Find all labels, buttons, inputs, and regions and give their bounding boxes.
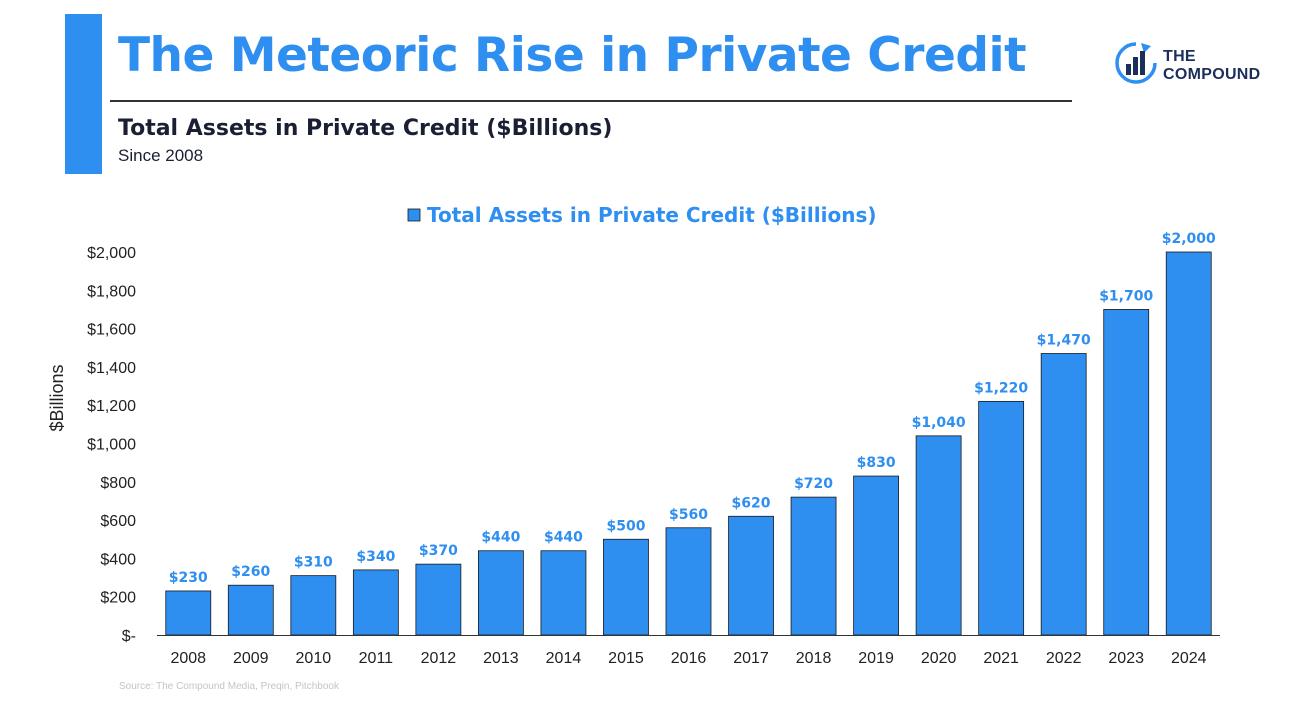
bar [352,569,399,636]
x-tick-label: 2023 [1108,650,1144,667]
bar [227,584,274,636]
bar [478,550,524,636]
bar [165,590,212,636]
data-label: $230 [169,570,208,586]
brand-logo: THE COMPOUND [1113,40,1273,90]
bar [1040,353,1087,636]
bar [1165,251,1212,636]
y-tick-label: $600 [100,513,136,530]
data-label: $440 [544,530,583,546]
y-tick-label: $2,000 [87,245,136,262]
data-label: $1,700 [1099,288,1153,304]
data-label: $260 [231,564,270,580]
data-labels: $230 $260 $310 $340 $370 $440 $440 $500 $560 $620… [169,231,1216,586]
data-label: $370 [419,543,458,559]
legend-swatch [407,208,421,222]
data-label: $500 [606,518,645,534]
data-label: $340 [356,549,395,565]
bar [790,496,837,636]
data-label: $310 [294,555,333,571]
x-tick-label: 2022 [1046,650,1082,667]
x-tick-label: 2019 [858,650,894,667]
y-tick-label: $1,800 [87,283,136,300]
x-tick-label: 2024 [1171,650,1207,667]
bar [853,475,899,636]
y-tick-label: $1,200 [87,398,136,415]
data-label: $620 [732,495,771,511]
page-title: The Meteoric Rise in Private Credit [118,28,1027,83]
data-label: $1,040 [912,415,966,431]
bar [665,527,712,636]
source-note: Source: The Compound Media, Preqin, Pitc… [119,681,339,692]
y-axis-title: $Billions [47,364,67,431]
legend-label: Total Assets in Private Credit ($Billion… [427,203,876,227]
bar [290,575,337,636]
bar-series [165,251,1212,636]
x-tick-label: 2020 [921,650,957,667]
bar [915,435,962,636]
data-label: $2,000 [1162,231,1216,247]
bar-chart-circle-arrow-icon [1115,42,1157,84]
bar [415,563,462,636]
x-tick-label: 2016 [671,650,707,667]
page-subtitle: Total Assets in Private Credit ($Billion… [118,116,613,141]
data-label: $1,470 [1037,332,1091,348]
accent-bar [65,14,102,174]
x-tick-label: 2008 [170,650,206,667]
x-tick-label: 2011 [359,650,394,667]
y-tick-label: $1,400 [87,360,136,377]
x-tick-label: 2015 [608,650,644,667]
x-tick-label: 2017 [733,650,769,667]
x-tick-label: 2013 [483,650,519,667]
x-tick-label: 2018 [796,650,832,667]
x-tick-label: 2010 [296,650,332,667]
y-tick-label: $200 [100,590,136,607]
x-axis-ticks: 2008 2009 2010 2011 2012 2013 2014 2015 2016 2017… [170,650,1206,667]
bar [978,400,1025,636]
date-range-note: Since 2008 [118,146,204,165]
x-tick-label: 2014 [546,650,582,667]
y-tick-label: $- [122,628,136,645]
bar [728,515,774,636]
chart-legend: Total Assets in Private Credit ($Billion… [407,203,876,227]
bar [603,538,649,636]
title-divider [110,100,1072,102]
y-tick-label: $400 [100,551,136,568]
x-tick-label: 2012 [421,650,457,667]
data-label: $830 [857,455,896,471]
x-tick-label: 2009 [233,650,269,667]
data-label: $1,220 [974,380,1028,396]
bar [540,550,587,636]
logo-text-line1: THE [1163,48,1196,65]
data-label: $560 [669,507,708,523]
y-axis-ticks: $- $200 $400 $600 $800 $1,000 $1,200 $1,400 $1,6… [87,245,136,645]
y-tick-label: $800 [100,475,136,492]
y-tick-label: $1,600 [87,322,136,339]
x-tick-label: 2021 [983,650,1019,667]
data-label: $720 [794,476,833,492]
data-label: $440 [481,530,520,546]
logo-text-line2: COMPOUND [1163,66,1261,83]
bar [1103,309,1150,636]
y-tick-label: $1,000 [87,437,136,454]
